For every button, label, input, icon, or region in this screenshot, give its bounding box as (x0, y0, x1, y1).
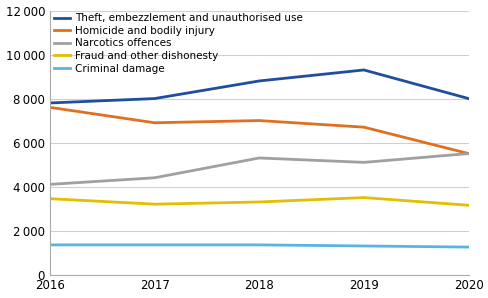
Narcotics offences (151, 176, 157, 180)
Legend: Theft, embezzlement and unauthorised use, Homicide and bodily injury, Narcotics : Theft, embezzlement and unauthorised use… (54, 13, 302, 74)
Criminal damage (47, 243, 53, 247)
Narcotics offences (360, 161, 366, 164)
Criminal damage (465, 245, 470, 249)
Theft, embezzlement and unauthorised use (465, 97, 470, 100)
Theft, embezzlement and unauthorised use (47, 101, 53, 105)
Criminal damage (360, 244, 366, 248)
Homicide and bodily injury (47, 105, 53, 109)
Fraud and other dishonesty (151, 202, 157, 206)
Homicide and bodily injury (465, 152, 470, 155)
Criminal damage (256, 243, 262, 247)
Theft, embezzlement and unauthorised use (151, 97, 157, 100)
Line: Narcotics offences: Narcotics offences (50, 153, 468, 184)
Narcotics offences (256, 156, 262, 160)
Homicide and bodily injury (256, 119, 262, 122)
Fraud and other dishonesty (465, 204, 470, 207)
Homicide and bodily injury (151, 121, 157, 125)
Fraud and other dishonesty (47, 197, 53, 201)
Fraud and other dishonesty (360, 196, 366, 199)
Theft, embezzlement and unauthorised use (256, 79, 262, 83)
Narcotics offences (465, 152, 470, 155)
Criminal damage (151, 243, 157, 247)
Homicide and bodily injury (360, 125, 366, 129)
Line: Criminal damage: Criminal damage (50, 245, 468, 247)
Fraud and other dishonesty (256, 200, 262, 204)
Theft, embezzlement and unauthorised use (360, 68, 366, 72)
Line: Homicide and bodily injury: Homicide and bodily injury (50, 107, 468, 153)
Line: Theft, embezzlement and unauthorised use: Theft, embezzlement and unauthorised use (50, 70, 468, 103)
Line: Fraud and other dishonesty: Fraud and other dishonesty (50, 198, 468, 205)
Narcotics offences (47, 183, 53, 186)
